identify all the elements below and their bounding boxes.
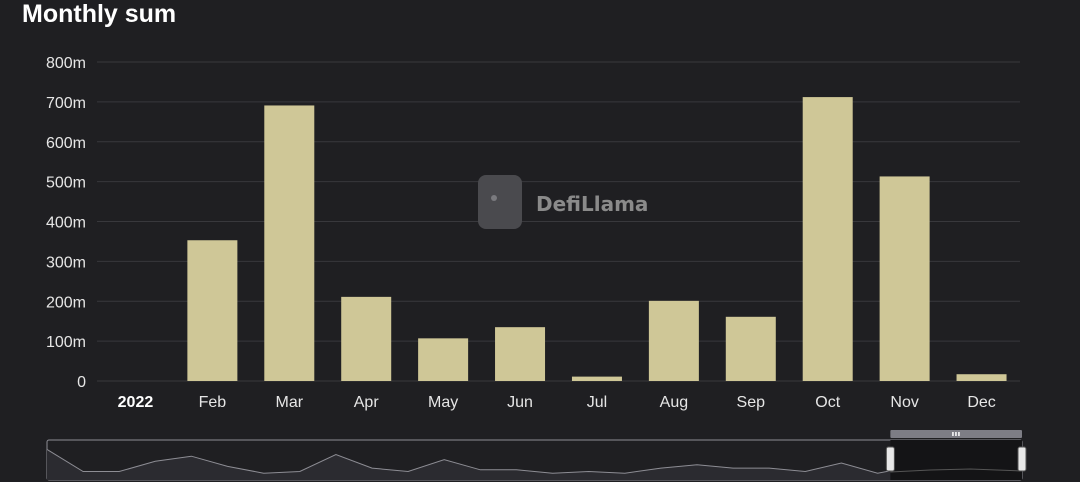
y-tick-label: 600m	[46, 135, 86, 152]
x-tick-label: Mar	[276, 394, 304, 411]
llama-eye-icon	[491, 195, 497, 201]
selected-line	[890, 468, 1023, 473]
x-tick-label: May	[428, 394, 458, 411]
x-tick-label: Jul	[587, 394, 607, 411]
y-tick-label: 0	[77, 374, 86, 391]
defillama-watermark: DefiLlama	[478, 175, 648, 229]
y-tick-label: 200m	[46, 294, 86, 311]
x-tick-label: Sep	[737, 394, 766, 411]
x-tick-label: Jun	[507, 394, 533, 411]
bar-oct[interactable]	[802, 97, 853, 381]
bar-dec[interactable]	[956, 374, 1007, 381]
grip-icon	[958, 432, 960, 436]
bar-apr[interactable]	[341, 296, 392, 381]
bars-layer	[187, 97, 1007, 382]
llama-logo-icon	[478, 175, 522, 229]
watermark-text: DefiLlama	[536, 192, 648, 216]
x-tick-label: 2022	[118, 394, 154, 411]
bar-may[interactable]	[418, 338, 469, 381]
bar-jul[interactable]	[571, 376, 622, 381]
y-tick-label: 500m	[46, 175, 86, 192]
bar-feb[interactable]	[187, 240, 238, 381]
y-tick-label: 700m	[46, 95, 86, 112]
x-tick-label: Nov	[890, 394, 918, 411]
bar-aug[interactable]	[648, 300, 699, 381]
overview-area	[47, 449, 1022, 480]
x-tick-label: Dec	[967, 394, 995, 411]
grip-icon	[952, 432, 954, 436]
x-tick-label: Feb	[199, 394, 227, 411]
right-handle[interactable]	[1017, 446, 1027, 472]
x-tick-label: Aug	[660, 394, 688, 411]
overview-line	[46, 448, 1023, 474]
bar-nov[interactable]	[879, 176, 930, 381]
x-axis-labels: 2022 Feb Mar Apr May Jun Jul Aug Sep Oct Nov Dec	[118, 394, 996, 411]
zoom-slider[interactable]	[46, 430, 1027, 481]
bar-jun[interactable]	[495, 327, 546, 381]
chart-title: Monthly sum	[22, 0, 177, 28]
y-tick-label: 800m	[46, 55, 86, 72]
grip-icon	[955, 432, 957, 436]
y-tick-label: 300m	[46, 254, 86, 271]
grid-layer	[97, 61, 1020, 382]
y-tick-label: 100m	[46, 334, 86, 351]
y-tick-label: 400m	[46, 215, 86, 232]
x-tick-label: Apr	[354, 394, 380, 411]
bar-mar[interactable]	[264, 105, 315, 382]
selected-range[interactable]	[890, 440, 1022, 480]
left-handle[interactable]	[885, 446, 895, 472]
x-tick-label: Oct	[815, 394, 840, 411]
bar-sep[interactable]	[725, 316, 776, 381]
y-axis-labels: 0 100m 200m 300m 400m 500m 600m 700m 800m	[46, 55, 86, 391]
